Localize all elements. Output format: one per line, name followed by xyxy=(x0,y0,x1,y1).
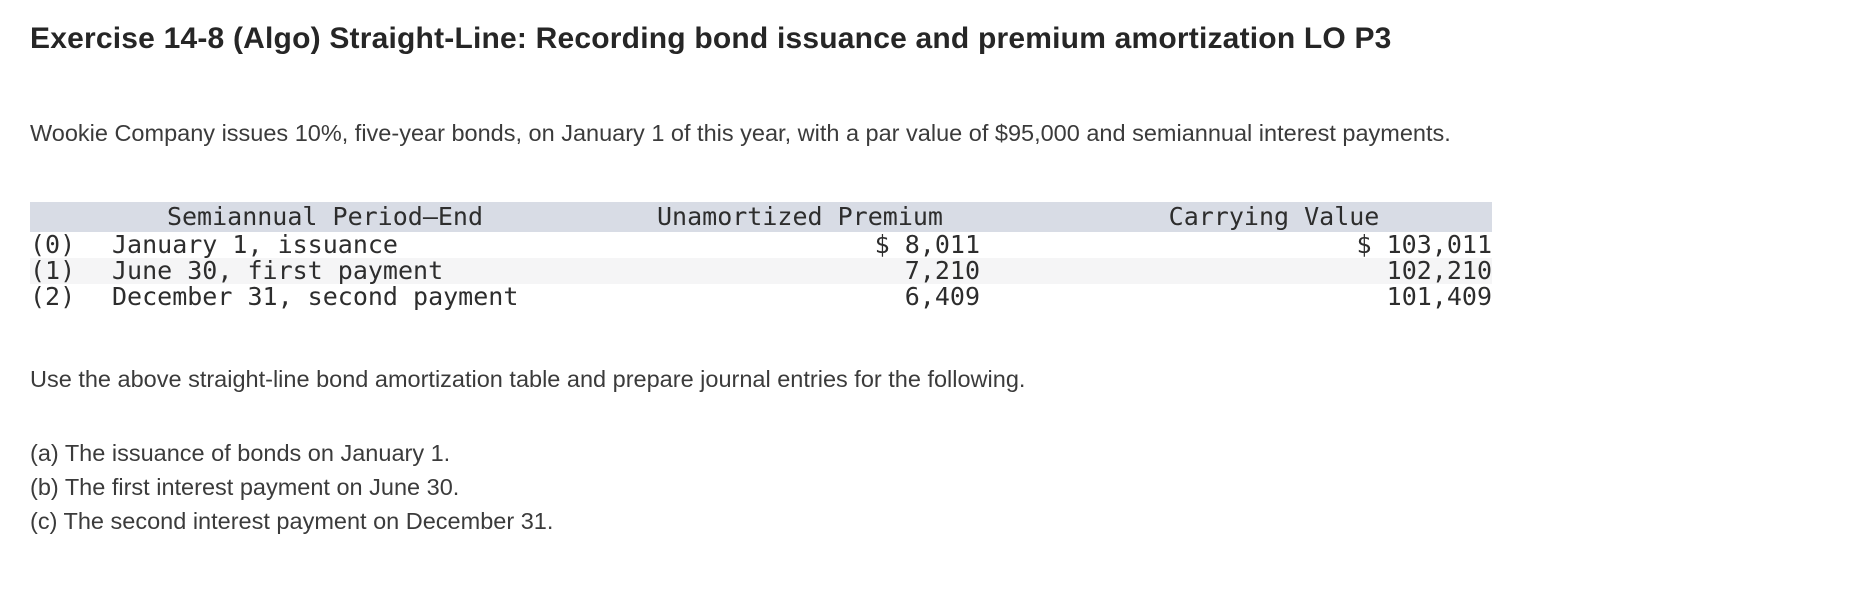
carrying-value-cell: 101,409 xyxy=(1386,282,1492,311)
table-row: (1) June 30, first payment 7,210 102,210 xyxy=(30,258,1492,284)
table-row: (2) December 31, second payment 6,409 101… xyxy=(30,284,1492,310)
unamortized-premium-cell: 6,409 xyxy=(904,282,980,311)
table-header-row: Semiannual Period–End Unamortized Premiu… xyxy=(30,202,1492,232)
row-index: (2) xyxy=(30,282,76,311)
carrying-value-cell: 102,210 xyxy=(1386,256,1492,285)
exercise-instruction: Use the above straight-line bond amortiz… xyxy=(30,366,1026,392)
carrying-value-cell: $ 103,011 xyxy=(1356,230,1492,259)
table-row: (0) January 1, issuance $ 8,011 $ 103,011 xyxy=(30,232,1492,258)
unamortized-premium-cell: 7,210 xyxy=(904,256,980,285)
period-label: June 30, first payment xyxy=(112,256,444,285)
period-label: January 1, issuance xyxy=(112,230,398,259)
row-index: (0) xyxy=(30,230,76,259)
col-header-carrying-value: Carrying Value xyxy=(980,202,1492,232)
col-header-unamortized-premium: Unamortized Premium xyxy=(620,202,980,232)
amortization-table: Semiannual Period–End Unamortized Premiu… xyxy=(30,202,1492,310)
requirements-list: (a) The issuance of bonds on January 1. … xyxy=(30,436,1836,538)
requirement-item-b: (b) The first interest payment on June 3… xyxy=(30,474,460,500)
period-cell: (2) December 31, second payment xyxy=(30,284,620,310)
row-index: (1) xyxy=(30,256,76,285)
period-cell: (1) June 30, first payment xyxy=(30,258,620,284)
col-header-period-end: Semiannual Period–End xyxy=(30,202,620,232)
exercise-title: Exercise 14-8 (Algo) Straight-Line: Reco… xyxy=(30,22,1392,55)
requirement-item-a: (a) The issuance of bonds on January 1. xyxy=(30,440,451,466)
exercise-intro: Wookie Company issues 10%, five-year bon… xyxy=(30,120,1451,146)
unamortized-premium-cell: $ 8,011 xyxy=(874,230,980,259)
period-label: December 31, second payment xyxy=(112,282,519,311)
requirement-item-c: (c) The second interest payment on Decem… xyxy=(30,508,554,534)
period-cell: (0) January 1, issuance xyxy=(30,232,620,258)
